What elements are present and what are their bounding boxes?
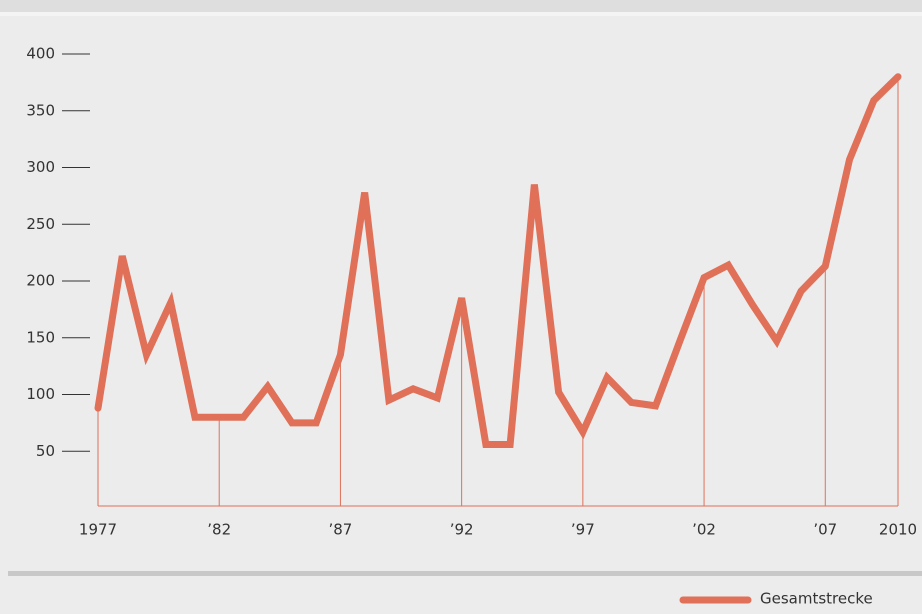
y-tick-label: 200 bbox=[26, 272, 55, 290]
x-tick-label: ’07 bbox=[813, 521, 837, 539]
separator bbox=[8, 571, 922, 576]
top-band bbox=[0, 0, 922, 12]
y-tick-label: 100 bbox=[26, 385, 55, 403]
x-tick-label: ’02 bbox=[692, 521, 716, 539]
series-line bbox=[94, 73, 902, 448]
x-tick-label: 2010 bbox=[879, 521, 917, 539]
y-tick-label: 400 bbox=[26, 45, 55, 63]
y-tick-label: 150 bbox=[26, 328, 55, 346]
y-tick-label: 50 bbox=[36, 442, 55, 460]
top-gap bbox=[0, 12, 922, 16]
y-tick-label: 300 bbox=[26, 158, 55, 176]
legend-label: Gesamtstrecke bbox=[760, 590, 873, 608]
x-tick-label: 1977 bbox=[79, 521, 117, 539]
y-tick-label: 350 bbox=[26, 101, 55, 119]
x-tick-label: ’82 bbox=[207, 521, 231, 539]
x-tick-label: ’87 bbox=[328, 521, 352, 539]
x-tick-label: ’97 bbox=[571, 521, 595, 539]
y-tick-label: 250 bbox=[26, 215, 55, 233]
x-tick-label: ’92 bbox=[450, 521, 474, 539]
